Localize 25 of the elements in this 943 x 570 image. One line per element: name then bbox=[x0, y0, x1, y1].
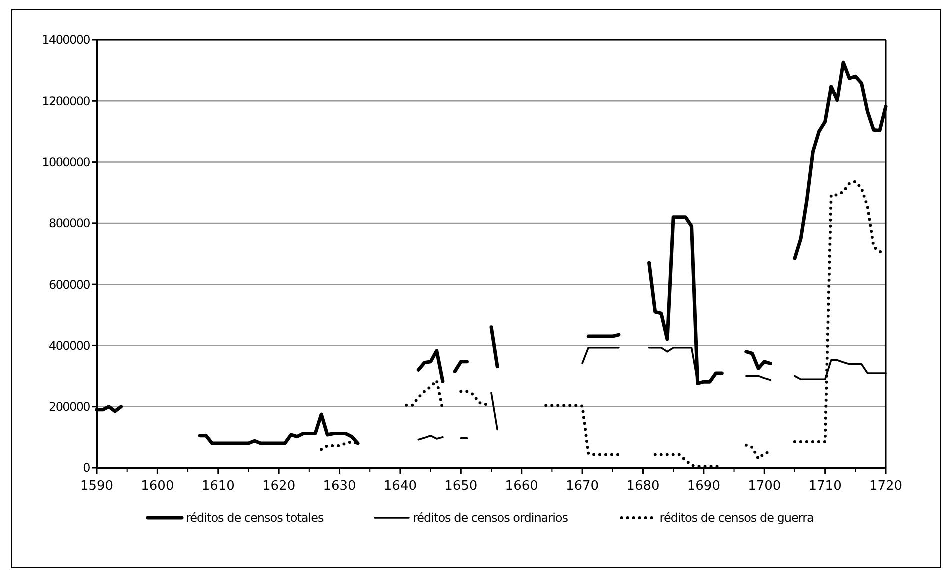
y-tick-label: 1400000 bbox=[42, 33, 90, 48]
x-tick-label: 1660 bbox=[505, 479, 538, 494]
y-tick-label: 800000 bbox=[48, 216, 90, 231]
legend-label: réditos de censos ordinarios bbox=[413, 511, 568, 526]
x-tick-label: 1650 bbox=[444, 479, 478, 494]
y-tick-label: 1200000 bbox=[42, 94, 90, 108]
x-tick-label: 1700 bbox=[748, 479, 782, 494]
legend-label: réditos de censos de guerra bbox=[660, 511, 814, 526]
x-tick-label: 1720 bbox=[869, 479, 903, 494]
y-tick-label: 1000000 bbox=[42, 155, 90, 170]
y-tick-label: 600000 bbox=[48, 278, 90, 292]
x-tick-label: 1620 bbox=[262, 479, 296, 494]
x-tick-label: 1670 bbox=[566, 479, 600, 494]
x-tick-label: 1630 bbox=[323, 479, 356, 494]
x-tick-label: 1590 bbox=[80, 479, 114, 494]
x-tick-label: 1640 bbox=[384, 479, 418, 494]
x-tick-label: 1680 bbox=[626, 479, 660, 494]
x-tick-label: 1710 bbox=[808, 479, 842, 494]
y-tick-label: 0 bbox=[83, 461, 90, 476]
x-tick-label: 1610 bbox=[202, 479, 235, 494]
x-tick-label: 1600 bbox=[141, 479, 174, 494]
x-tick-label: 1690 bbox=[687, 479, 720, 494]
y-tick-label: 400000 bbox=[48, 338, 90, 353]
y-tick-label: 200000 bbox=[48, 400, 90, 414]
legend-label: réditos de censos totales bbox=[186, 511, 324, 526]
